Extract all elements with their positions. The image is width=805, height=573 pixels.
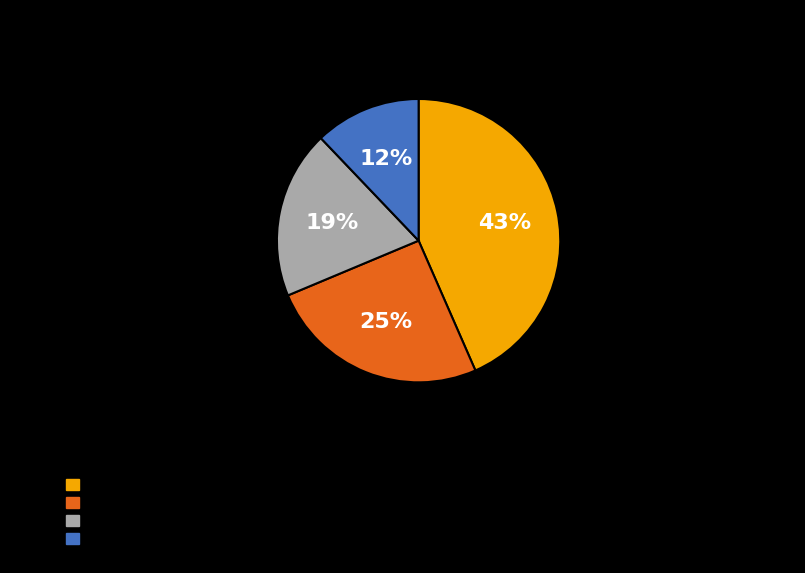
Text: 25%: 25% — [359, 312, 412, 332]
Text: 43%: 43% — [478, 213, 531, 233]
Legend: No impact, More interested, Less interested, Don't know: No impact, More interested, Less interes… — [63, 475, 185, 550]
Wedge shape — [288, 241, 476, 382]
Wedge shape — [419, 99, 560, 371]
Wedge shape — [321, 99, 419, 241]
Text: 19%: 19% — [306, 213, 359, 233]
Text: 12%: 12% — [359, 149, 413, 169]
Wedge shape — [277, 138, 419, 296]
